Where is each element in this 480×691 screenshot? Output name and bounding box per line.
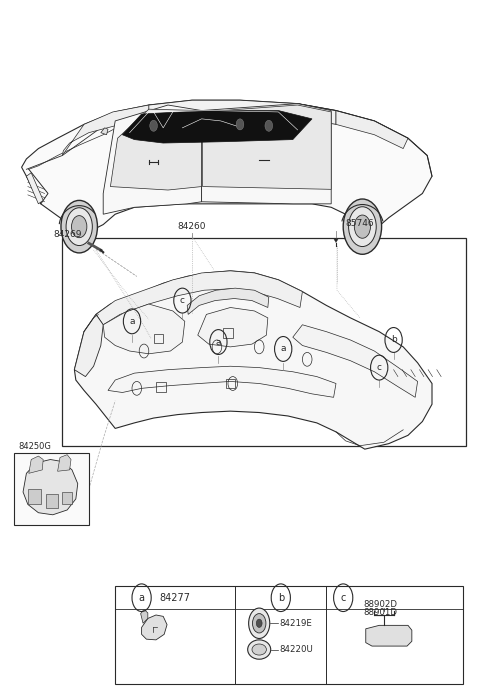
Bar	[14, 453, 89, 525]
Text: 84220U: 84220U	[279, 645, 313, 654]
Circle shape	[348, 207, 376, 247]
Polygon shape	[141, 609, 148, 623]
Polygon shape	[293, 325, 418, 397]
Bar	[28, 489, 41, 504]
Polygon shape	[149, 100, 336, 124]
Polygon shape	[334, 238, 338, 243]
Text: 84260: 84260	[178, 223, 206, 231]
Polygon shape	[187, 288, 269, 314]
Circle shape	[150, 120, 157, 131]
Polygon shape	[22, 100, 432, 231]
Circle shape	[354, 215, 371, 238]
Bar	[62, 238, 466, 446]
Ellipse shape	[248, 640, 271, 659]
Text: c: c	[180, 296, 185, 305]
Polygon shape	[58, 455, 71, 471]
Circle shape	[72, 216, 87, 238]
Text: a: a	[129, 316, 135, 326]
Polygon shape	[74, 314, 103, 377]
Polygon shape	[142, 615, 167, 640]
Polygon shape	[122, 111, 312, 143]
Bar	[226, 379, 235, 388]
Text: a: a	[216, 337, 221, 347]
Polygon shape	[29, 456, 43, 473]
Bar	[156, 382, 166, 392]
Text: c: c	[340, 593, 346, 603]
Text: a: a	[139, 593, 144, 603]
Text: 84219E: 84219E	[279, 618, 312, 628]
Text: c: c	[377, 363, 382, 372]
Text: 84250G: 84250G	[18, 442, 51, 451]
Circle shape	[256, 619, 262, 627]
Polygon shape	[23, 460, 78, 515]
Bar	[62, 492, 72, 504]
Polygon shape	[202, 104, 331, 204]
Circle shape	[249, 608, 270, 638]
Polygon shape	[101, 128, 108, 135]
Polygon shape	[62, 105, 168, 155]
Bar	[223, 328, 233, 338]
Polygon shape	[198, 307, 268, 347]
Circle shape	[343, 199, 382, 254]
Polygon shape	[103, 304, 185, 354]
Bar	[46, 494, 58, 508]
Polygon shape	[203, 105, 331, 189]
Circle shape	[252, 614, 266, 633]
Text: b: b	[391, 335, 396, 345]
Polygon shape	[108, 366, 336, 397]
Polygon shape	[96, 271, 302, 325]
Polygon shape	[366, 625, 412, 646]
Polygon shape	[103, 105, 202, 214]
Circle shape	[236, 119, 244, 130]
Circle shape	[265, 120, 273, 131]
Text: 88901D: 88901D	[364, 608, 398, 617]
Text: a: a	[280, 344, 286, 354]
Text: b: b	[277, 593, 284, 603]
Text: 84277: 84277	[160, 593, 191, 603]
Text: 85746: 85746	[346, 219, 374, 228]
Ellipse shape	[252, 644, 266, 655]
Polygon shape	[336, 111, 408, 149]
Bar	[154, 334, 163, 343]
Polygon shape	[110, 109, 202, 190]
Text: 84269: 84269	[53, 230, 82, 239]
Circle shape	[66, 208, 92, 245]
Polygon shape	[74, 271, 432, 449]
Circle shape	[61, 200, 97, 253]
Polygon shape	[26, 173, 43, 204]
Text: 88902D: 88902D	[364, 600, 398, 609]
Bar	[115, 586, 463, 684]
